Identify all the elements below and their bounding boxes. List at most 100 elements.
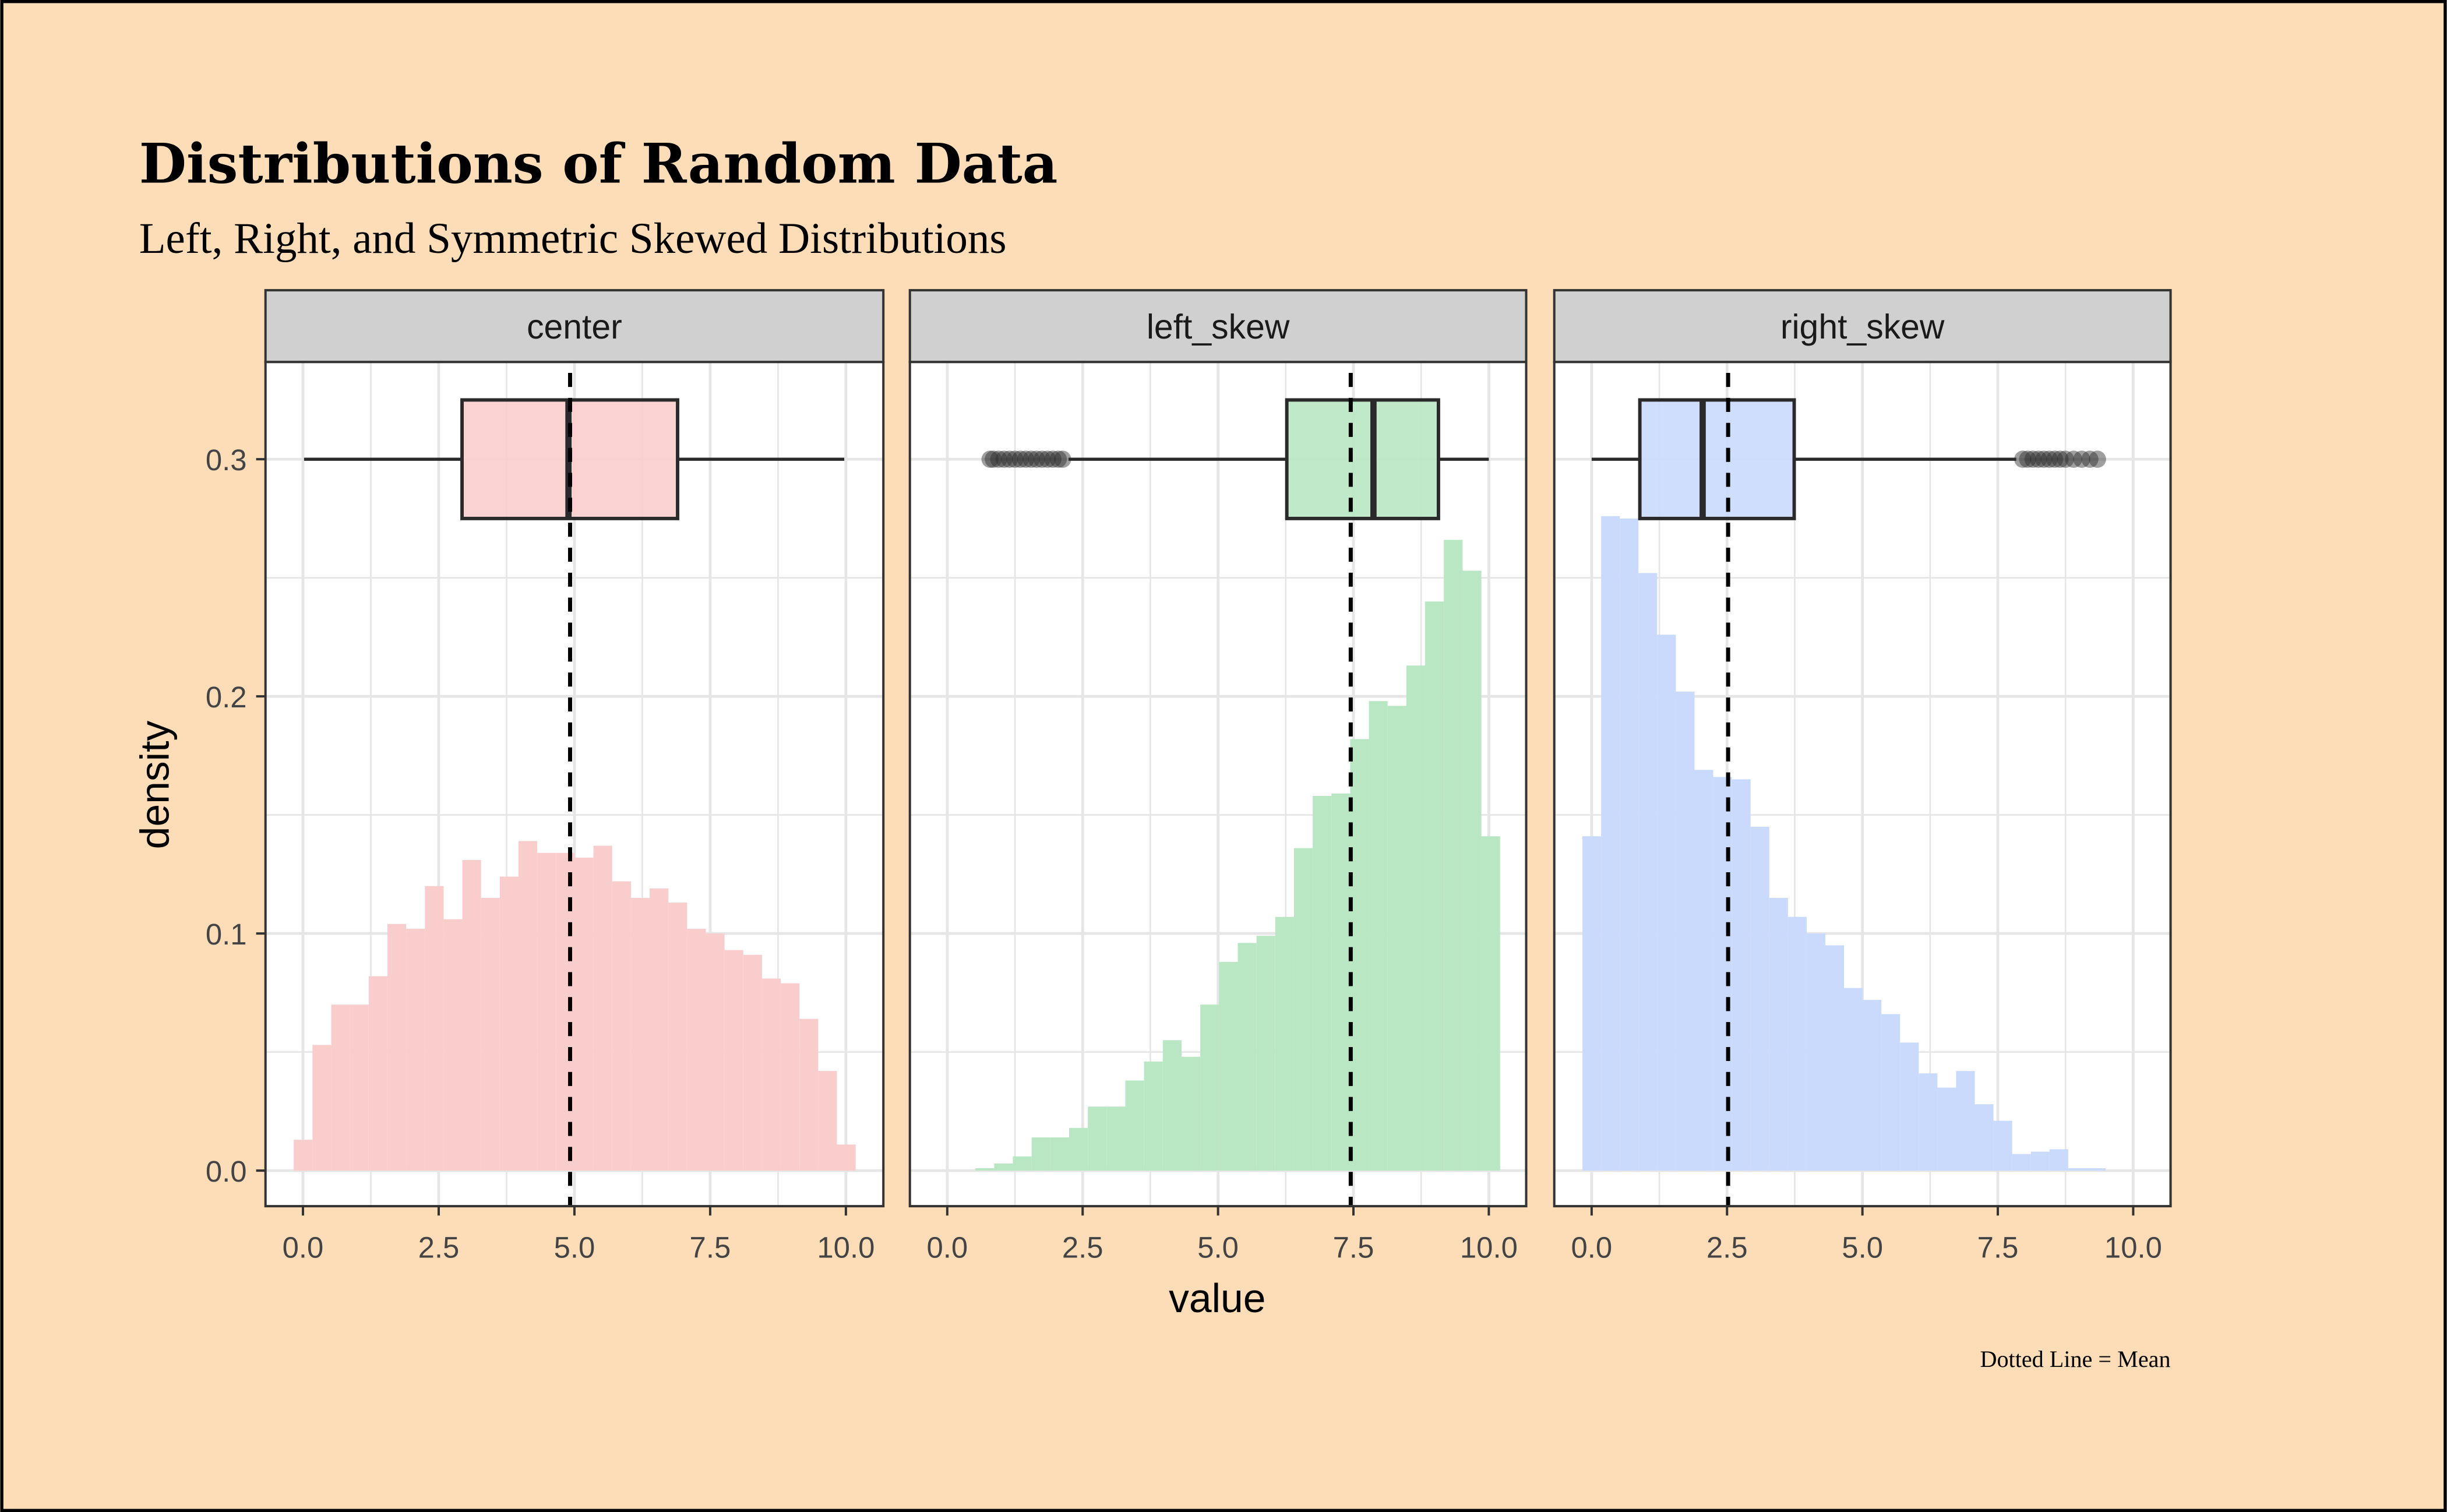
chart-subtitle: Left, Right, and Symmetric Skewed Distri… bbox=[139, 214, 1007, 263]
histogram-bar bbox=[443, 919, 463, 1171]
boxplot-outlier bbox=[985, 450, 1002, 468]
histogram-bar bbox=[1881, 1014, 1901, 1171]
histogram-bar bbox=[668, 903, 687, 1171]
histogram-bar bbox=[1863, 1000, 1882, 1171]
facet-panel-center: center 0.0 2.5 5.0 7.5 10.0 0.0 0.1 0.2 0.3 bbox=[206, 289, 885, 1264]
y-tick-label: 0.3 bbox=[206, 443, 247, 477]
histogram-bar bbox=[425, 886, 444, 1171]
histogram-bar bbox=[1181, 1056, 1201, 1171]
boxplot-outlier bbox=[1039, 450, 1056, 468]
histogram-bar bbox=[1369, 701, 1388, 1171]
x-tick-label: 5.0 bbox=[554, 1231, 595, 1264]
x-tick-label: 0.0 bbox=[926, 1231, 968, 1264]
histogram-bar bbox=[1069, 1127, 1088, 1171]
histogram-bar bbox=[1657, 635, 1676, 1171]
histogram-bar bbox=[574, 857, 594, 1171]
histogram-bar bbox=[1481, 836, 1500, 1171]
histogram-bar bbox=[537, 852, 556, 1171]
histogram-bar bbox=[1787, 917, 1807, 1171]
boxplot-outlier bbox=[2014, 450, 2032, 468]
histogram-bar bbox=[706, 933, 725, 1171]
boxplot-box bbox=[1638, 398, 1796, 520]
histogram-bar bbox=[630, 898, 650, 1171]
histogram-bar bbox=[1769, 898, 1788, 1171]
histogram-bar bbox=[1050, 1137, 1070, 1171]
x-tick-label: 5.0 bbox=[1842, 1231, 1883, 1264]
histogram-bar bbox=[462, 859, 481, 1171]
boxplot-outlier bbox=[1022, 450, 1040, 468]
histogram-bar bbox=[1162, 1040, 1182, 1171]
histogram-bar bbox=[799, 1018, 819, 1171]
histogram-bar bbox=[687, 928, 706, 1171]
boxplot-outlier bbox=[2040, 450, 2058, 468]
boxplot-outlier bbox=[1054, 450, 1071, 468]
histogram-bar bbox=[1331, 793, 1351, 1171]
histogram-bar bbox=[1425, 601, 1444, 1171]
y-tick-label: 0.1 bbox=[206, 918, 247, 951]
histogram-bar bbox=[1844, 988, 1863, 1171]
histogram-bar bbox=[593, 845, 612, 1171]
boxplot-outlier bbox=[1006, 450, 1024, 468]
histogram-bar bbox=[761, 978, 781, 1171]
histogram-bar bbox=[1993, 1120, 2012, 1171]
histogram-bar bbox=[1350, 739, 1369, 1171]
histogram-bar bbox=[1106, 1106, 1126, 1171]
histogram-bar bbox=[1406, 665, 1426, 1171]
histogram-bar bbox=[1900, 1042, 1919, 1171]
facet-strip-label: left_skew bbox=[1147, 308, 1290, 346]
histogram-bar bbox=[1144, 1061, 1163, 1171]
boxplot-outlier bbox=[2051, 450, 2069, 468]
histogram-bar bbox=[1200, 1005, 1219, 1171]
chart-title: Distributions of Random Data bbox=[139, 132, 1058, 196]
x-axis-label: value bbox=[1169, 1275, 1265, 1321]
histogram-bar bbox=[1031, 1137, 1050, 1171]
facet-strip bbox=[1553, 289, 2172, 364]
histogram-bar bbox=[368, 976, 387, 1171]
boxplot-outlier bbox=[1033, 450, 1051, 468]
histogram-bar bbox=[1919, 1073, 1938, 1171]
histogram-bar bbox=[1275, 917, 1294, 1171]
histogram-bar bbox=[1313, 796, 1332, 1171]
histogram-bar bbox=[1676, 691, 1695, 1171]
histogram-bar bbox=[2086, 1168, 2106, 1171]
x-tick-label: 5.0 bbox=[1197, 1231, 1239, 1264]
histogram-bar bbox=[481, 898, 500, 1171]
histogram-bar bbox=[2030, 1151, 2050, 1171]
histogram-bar bbox=[1219, 961, 1238, 1171]
boxplot-outlier bbox=[995, 450, 1013, 468]
facet-panel-left_skew: left_skew 0.0 2.5 5.0 7.5 10.0 bbox=[908, 289, 1528, 1264]
histogram-bar bbox=[1013, 1156, 1032, 1171]
boxplot-box bbox=[1285, 398, 1440, 520]
histogram-bar bbox=[1732, 779, 1751, 1171]
histogram-bar bbox=[1956, 1071, 1975, 1171]
histogram-bar bbox=[350, 1005, 369, 1171]
histogram-bar bbox=[387, 924, 407, 1171]
histogram-bar bbox=[1806, 933, 1825, 1171]
boxplot-outlier bbox=[2046, 450, 2064, 468]
histogram-bar bbox=[612, 881, 631, 1171]
boxplot-outlier bbox=[1017, 450, 1035, 468]
x-tick-label: 2.5 bbox=[1706, 1231, 1748, 1264]
x-tick-label: 0.0 bbox=[283, 1231, 324, 1264]
x-tick-label: 7.5 bbox=[1333, 1231, 1374, 1264]
facet-strip-label: center bbox=[527, 308, 622, 346]
x-tick-label: 10.0 bbox=[817, 1231, 875, 1264]
histogram-bar bbox=[743, 954, 762, 1171]
histogram-bar bbox=[1237, 943, 1257, 1171]
histogram-bar bbox=[2049, 1149, 2068, 1171]
histogram-bar bbox=[518, 841, 538, 1171]
boxplot-outlier bbox=[1011, 450, 1029, 468]
boxplot-outlier bbox=[1049, 450, 1067, 468]
histogram-bar bbox=[294, 1140, 313, 1171]
histogram-bar bbox=[837, 1144, 856, 1171]
histogram-bar bbox=[975, 1168, 995, 1171]
boxplot-outlier bbox=[990, 450, 1007, 468]
histogram-bar bbox=[1750, 826, 1769, 1171]
histogram-bar bbox=[994, 1163, 1013, 1171]
facet-strip bbox=[908, 289, 1528, 364]
histogram-bar bbox=[312, 1045, 332, 1171]
histogram-bar bbox=[1974, 1104, 1994, 1171]
histogram-bar bbox=[499, 876, 519, 1171]
